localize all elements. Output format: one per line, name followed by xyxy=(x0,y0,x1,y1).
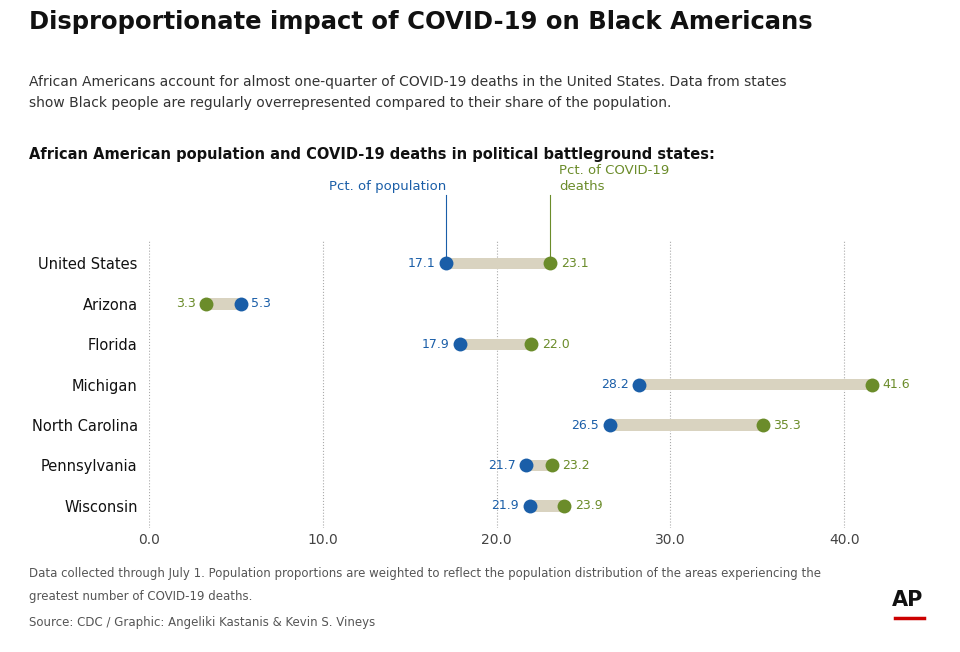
Point xyxy=(632,379,647,390)
Text: 35.3: 35.3 xyxy=(773,419,801,432)
Point xyxy=(439,258,454,269)
Point xyxy=(523,339,539,349)
Text: 23.2: 23.2 xyxy=(563,459,590,472)
Text: 3.3: 3.3 xyxy=(176,297,196,310)
Text: 23.1: 23.1 xyxy=(561,257,588,270)
Point xyxy=(452,339,468,349)
Bar xyxy=(530,500,564,512)
Point xyxy=(864,379,879,390)
Point xyxy=(544,460,560,471)
Text: 23.9: 23.9 xyxy=(575,499,602,512)
Text: African Americans account for almost one-quarter of COVID-19 deaths in the Unite: African Americans account for almost one… xyxy=(29,75,786,110)
Bar xyxy=(446,258,550,269)
Bar xyxy=(526,460,552,471)
Point xyxy=(199,299,214,309)
Text: 28.2: 28.2 xyxy=(601,378,629,391)
Bar xyxy=(460,338,531,350)
Text: Pct. of population: Pct. of population xyxy=(329,180,446,193)
Text: 17.9: 17.9 xyxy=(421,338,449,351)
Point xyxy=(755,420,770,430)
Text: 26.5: 26.5 xyxy=(571,419,599,432)
Point xyxy=(602,420,617,430)
Text: Source: CDC / Graphic: Angeliki Kastanis & Kevin S. Vineys: Source: CDC / Graphic: Angeliki Kastanis… xyxy=(29,616,375,629)
Text: greatest number of COVID-19 deaths.: greatest number of COVID-19 deaths. xyxy=(29,590,252,603)
Text: 41.6: 41.6 xyxy=(882,378,910,391)
Point xyxy=(233,299,249,309)
Bar xyxy=(639,379,872,391)
Text: 5.3: 5.3 xyxy=(252,297,272,310)
Text: Data collected through July 1. Population proportions are weighted to reflect th: Data collected through July 1. Populatio… xyxy=(29,567,821,580)
Text: 17.1: 17.1 xyxy=(408,257,436,270)
Text: AP: AP xyxy=(892,589,924,610)
Point xyxy=(542,258,558,269)
Point xyxy=(522,501,538,511)
Text: Pct. of COVID-19
deaths: Pct. of COVID-19 deaths xyxy=(559,164,669,193)
Text: 21.7: 21.7 xyxy=(488,459,516,472)
Text: 22.0: 22.0 xyxy=(541,338,569,351)
Bar xyxy=(610,419,762,431)
Text: 21.9: 21.9 xyxy=(492,499,519,512)
Point xyxy=(518,460,534,471)
Text: African American population and COVID-19 deaths in political battleground states: African American population and COVID-19… xyxy=(29,147,714,162)
Text: Disproportionate impact of COVID-19 on Black Americans: Disproportionate impact of COVID-19 on B… xyxy=(29,10,812,34)
Point xyxy=(557,501,572,511)
Bar xyxy=(206,298,241,310)
